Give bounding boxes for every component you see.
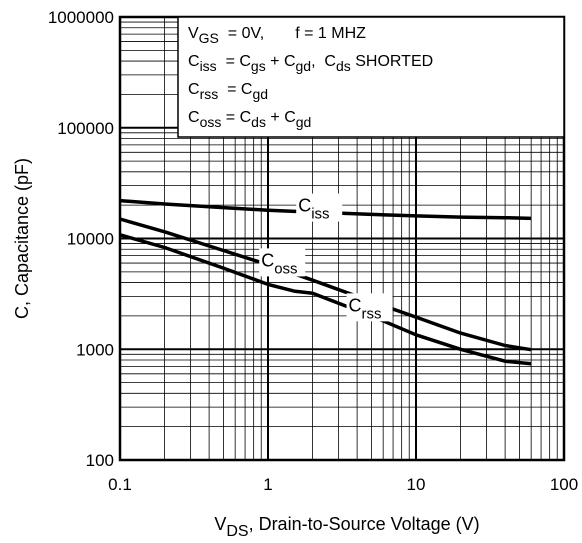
y-tick-label: 100 [86,451,114,470]
x-tick-label: 10 [407,475,426,494]
x-tick-label: 1 [263,475,272,494]
series-line-crss [119,233,532,366]
legend-frame [177,16,565,138]
y-tick-label: 100000 [57,119,114,138]
x-axis-title: VDS, Drain-to-Source Voltage (V) [214,514,479,540]
legend-line: Ciss = Cgs + Cgd, Cds SHORTED [188,53,433,74]
y-tick-label: 10000 [67,230,114,249]
series-line-coss [119,217,532,352]
tick-labels: 0.1 1 10 100 100 1000 10000 100000 1000000 [48,8,578,494]
legend-line: Crss = Cgd [188,81,268,102]
axis-titles: VDS, Drain-to-Source Voltage (V) C, Capac… [12,158,480,540]
legend-line: VGS = 0V, f = 1 MHZ [188,25,366,46]
y-tick-label: 1000000 [48,8,114,27]
legend-line: Coss = Cds + Cgd [188,109,311,130]
curve-label-ciss: Ciss [298,196,329,223]
x-tick-label: 100 [550,475,578,494]
y-tick-label: 1000 [76,340,114,359]
curve-label-coss: Coss [261,250,297,277]
curve-label-bg [259,248,306,277]
y-axis-title: C, Capacitance (pF) [12,158,32,319]
curve-label-bg [346,293,393,322]
curve-label-bg [296,193,343,222]
legend-box: VGS = 0V, f = 1 MHZ Ciss = Cgs + Cgd, Cds… [177,16,565,138]
curve-label-crss: Crss [349,295,382,322]
x-tick-label: 0.1 [108,475,132,494]
